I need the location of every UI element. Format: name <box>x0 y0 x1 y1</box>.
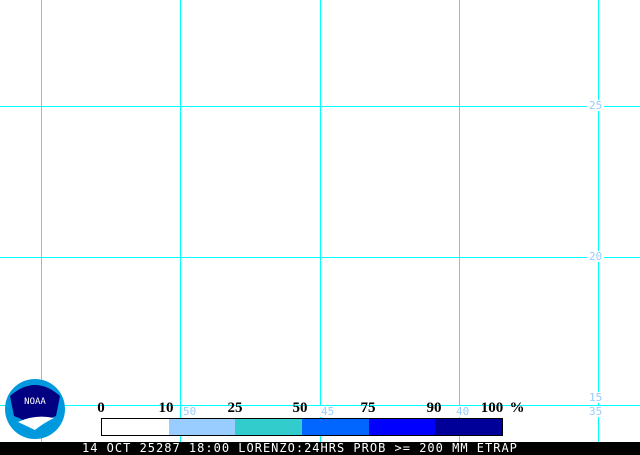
legend-tick: 50 <box>292 400 308 416</box>
legend-unit: % <box>509 400 525 416</box>
meridian-line <box>180 0 181 442</box>
legend-swatch <box>102 419 169 435</box>
legend-swatch <box>235 419 303 435</box>
legend-swatch <box>302 419 369 435</box>
parallel-line <box>0 405 640 406</box>
legend-tick: 25 <box>227 400 243 416</box>
legend-tick: 100 <box>480 400 504 416</box>
meridian-line <box>598 0 599 442</box>
svg-text:NOAA: NOAA <box>24 397 46 407</box>
parallel-line <box>0 257 640 258</box>
meridian-line <box>320 0 321 442</box>
legend-tick: 10 <box>158 400 174 416</box>
lon-label: 40 <box>454 405 472 418</box>
product-caption: 14 OCT 25287 18:00 LORENZO:24HRS PROB >=… <box>0 442 640 455</box>
legend-swatch <box>435 419 503 435</box>
parallel-line <box>0 106 640 107</box>
legend-tick: 90 <box>426 400 442 416</box>
legend-tick: 75 <box>360 400 376 416</box>
lat-label: 25 <box>587 99 605 112</box>
lon-label: 35 <box>587 405 605 418</box>
meridian-line <box>41 0 42 442</box>
legend-swatch <box>368 419 436 435</box>
legend-swatch <box>168 419 236 435</box>
lon-label: 50 <box>181 405 199 418</box>
lat-label: 15 <box>587 391 605 404</box>
legend-tick: 0 <box>97 400 105 416</box>
legend-color-bar <box>101 418 503 436</box>
lon-label: 45 <box>319 405 337 418</box>
lat-label: 20 <box>587 250 605 263</box>
meridian-line <box>459 0 460 442</box>
noaa-logo: NOAA <box>5 379 65 439</box>
